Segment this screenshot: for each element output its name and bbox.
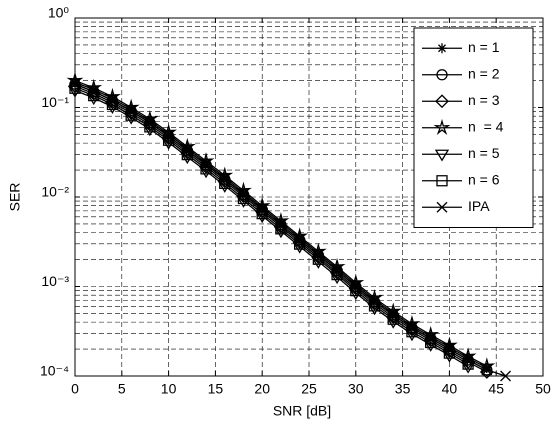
series-line bbox=[74, 89, 469, 367]
marker bbox=[423, 333, 438, 348]
series-line bbox=[74, 79, 488, 367]
legend-marker bbox=[436, 201, 448, 213]
marker bbox=[404, 329, 420, 342]
marker bbox=[142, 124, 158, 137]
legend-label: n = 1 bbox=[468, 39, 500, 55]
marker bbox=[312, 249, 324, 261]
y-tick-label: 10⁻¹ bbox=[41, 94, 69, 110]
series-line bbox=[74, 83, 506, 377]
marker bbox=[238, 188, 249, 200]
marker bbox=[255, 211, 270, 224]
marker bbox=[163, 130, 175, 142]
marker bbox=[294, 234, 306, 246]
marker bbox=[500, 370, 512, 382]
marker bbox=[200, 159, 212, 171]
marker bbox=[387, 309, 399, 321]
marker bbox=[423, 340, 438, 352]
marker bbox=[219, 173, 231, 185]
marker bbox=[181, 145, 193, 156]
legend-label: n = 6 bbox=[468, 171, 500, 187]
legend-marker bbox=[434, 149, 450, 162]
y-axis-label: SER bbox=[7, 183, 23, 212]
legend-label: IPA bbox=[468, 198, 490, 214]
x-tick-label: 50 bbox=[535, 381, 551, 397]
marker bbox=[367, 296, 382, 311]
marker bbox=[124, 106, 139, 121]
marker bbox=[142, 117, 157, 132]
marker bbox=[386, 310, 401, 325]
x-tick-label: 15 bbox=[208, 381, 224, 397]
marker bbox=[442, 350, 457, 363]
legend-label: n = 2 bbox=[468, 65, 500, 81]
y-tick-label: 10⁻⁴ bbox=[40, 363, 69, 379]
marker bbox=[275, 219, 287, 231]
x-tick-label: 25 bbox=[301, 381, 317, 397]
marker bbox=[88, 86, 100, 97]
marker bbox=[479, 365, 494, 379]
marker bbox=[69, 78, 81, 90]
legend-label: n = 5 bbox=[468, 145, 500, 161]
legend-label: n = 4 bbox=[468, 118, 504, 134]
x-tick-label: 35 bbox=[395, 381, 411, 397]
legend-marker bbox=[436, 69, 448, 81]
marker bbox=[105, 102, 120, 114]
marker bbox=[367, 303, 382, 316]
marker bbox=[180, 152, 195, 165]
x-tick-label: 10 bbox=[161, 381, 177, 397]
marker bbox=[105, 95, 120, 110]
plot-frame bbox=[74, 17, 544, 377]
marker bbox=[331, 265, 343, 276]
y-tick-label: 10⁻³ bbox=[41, 273, 69, 289]
marker bbox=[481, 364, 493, 376]
marker bbox=[68, 79, 82, 94]
legend-marker bbox=[435, 94, 449, 109]
marker bbox=[216, 166, 234, 183]
x-tick-label: 45 bbox=[488, 381, 504, 397]
marker bbox=[144, 117, 156, 129]
marker bbox=[461, 355, 476, 370]
legend: n = 1 n = 2 n = 3 n = 4 n = 5 n = 6 IPA bbox=[413, 27, 534, 228]
x-axis-label: SNR [dB] bbox=[273, 403, 331, 419]
marker bbox=[161, 137, 176, 150]
marker bbox=[443, 343, 455, 355]
y-tick-label: 10⁰ bbox=[48, 5, 70, 21]
legend-marker bbox=[436, 175, 448, 187]
x-tick-label: 30 bbox=[348, 381, 364, 397]
marker bbox=[369, 296, 380, 308]
marker bbox=[460, 361, 476, 374]
x-tick-label: 5 bbox=[118, 381, 126, 397]
marker bbox=[462, 354, 474, 366]
marker bbox=[67, 85, 83, 98]
x-tick-label: 0 bbox=[71, 381, 79, 397]
marker bbox=[478, 357, 496, 374]
legend-marker bbox=[437, 43, 447, 54]
marker bbox=[292, 241, 307, 254]
x-tick-label: 40 bbox=[442, 381, 458, 397]
marker bbox=[106, 94, 118, 106]
y-tick-label: 10⁻² bbox=[41, 184, 69, 200]
legend-label: n = 3 bbox=[468, 92, 500, 108]
marker bbox=[425, 332, 437, 344]
marker bbox=[86, 86, 101, 101]
marker bbox=[350, 281, 362, 292]
marker bbox=[405, 322, 419, 337]
marker bbox=[124, 112, 139, 125]
marker bbox=[86, 93, 101, 106]
marker bbox=[442, 344, 457, 358]
marker bbox=[406, 322, 418, 334]
series-line bbox=[74, 87, 469, 365]
legend-marker bbox=[433, 118, 451, 135]
marker bbox=[125, 105, 137, 117]
marker bbox=[386, 316, 401, 329]
x-tick-label: 20 bbox=[254, 381, 270, 397]
marker bbox=[311, 256, 326, 269]
marker bbox=[256, 204, 268, 216]
